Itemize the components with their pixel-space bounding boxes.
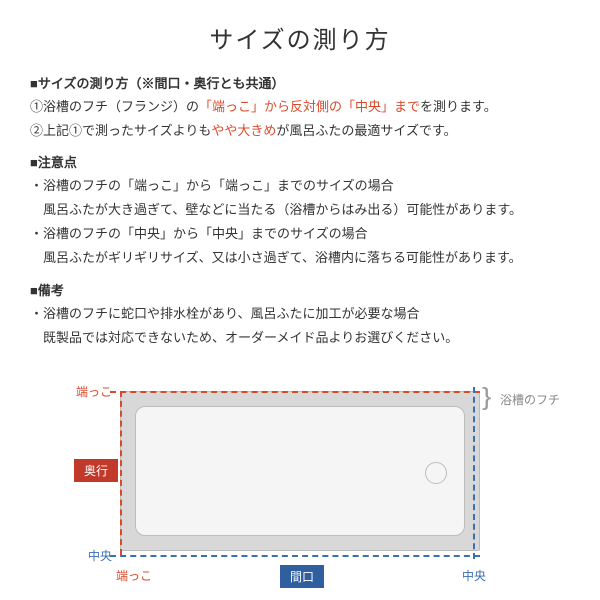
- page-title: サイズの測り方: [30, 20, 570, 55]
- tub-inner: [135, 406, 465, 536]
- diagram: 端っこ 中央 端っこ 中央 } 浴槽のフチ 奥行 間口: [30, 367, 570, 592]
- section3-head: ■備考: [30, 280, 570, 299]
- s1-l2c: が風呂ふたの最適サイズです。: [276, 123, 456, 138]
- s2-l4: 風呂ふたがギリギリサイズ、又は小さ過ぎて、浴槽内に落ちる可能性があります。: [30, 247, 570, 269]
- dash-blue-right: [473, 387, 475, 559]
- section1-head: ■サイズの測り方（※間口・奥行とも共通）: [30, 73, 570, 92]
- dash-blue-bottom: [110, 555, 480, 557]
- dash-red-left: [120, 391, 122, 555]
- depth-badge: 奥行: [74, 459, 118, 482]
- label-bottom-right: 中央: [462, 567, 486, 584]
- label-top-left: 端っこ: [76, 383, 112, 400]
- s3-l1: ・浴槽のフチに蛇口や排水栓があり、風呂ふたに加工が必要な場合: [30, 303, 570, 325]
- section1-line2: ②上記①で測ったサイズよりもやや大きめが風呂ふたの最適サイズです。: [30, 120, 570, 142]
- s3-l2: 既製品では対応できないため、オーダーメイド品よりお選びください。: [30, 327, 570, 349]
- label-left-center: 中央: [88, 547, 112, 564]
- s1-l1a: ①浴槽のフチ（フランジ）の: [30, 99, 199, 114]
- s2-l1: ・浴槽のフチの「端っこ」から「端っこ」までのサイズの場合: [30, 175, 570, 197]
- label-bottom-left: 端っこ: [116, 567, 152, 584]
- width-badge: 間口: [280, 565, 324, 588]
- s1-l2b-highlight: やや大きめ: [211, 123, 276, 138]
- label-right-flange: 浴槽のフチ: [500, 391, 560, 408]
- section1-line1: ①浴槽のフチ（フランジ）の「端っこ」から反対側の「中央」までを測ります。: [30, 96, 570, 118]
- s2-l3: ・浴槽のフチの「中央」から「中央」までのサイズの場合: [30, 223, 570, 245]
- s1-l1b-highlight: 「端っこ」から反対側の「中央」まで: [199, 99, 420, 114]
- section2-head: ■注意点: [30, 152, 570, 171]
- drain-icon: [425, 462, 447, 484]
- s2-l2: 風呂ふたが大き過ぎて、壁などに当たる（浴槽からはみ出る）可能性があります。: [30, 199, 570, 221]
- dash-red-top: [110, 391, 480, 393]
- s1-l1c: を測ります。: [420, 99, 497, 114]
- s1-l2a: ②上記①で測ったサイズよりも: [30, 123, 211, 138]
- brace-icon: }: [482, 382, 491, 411]
